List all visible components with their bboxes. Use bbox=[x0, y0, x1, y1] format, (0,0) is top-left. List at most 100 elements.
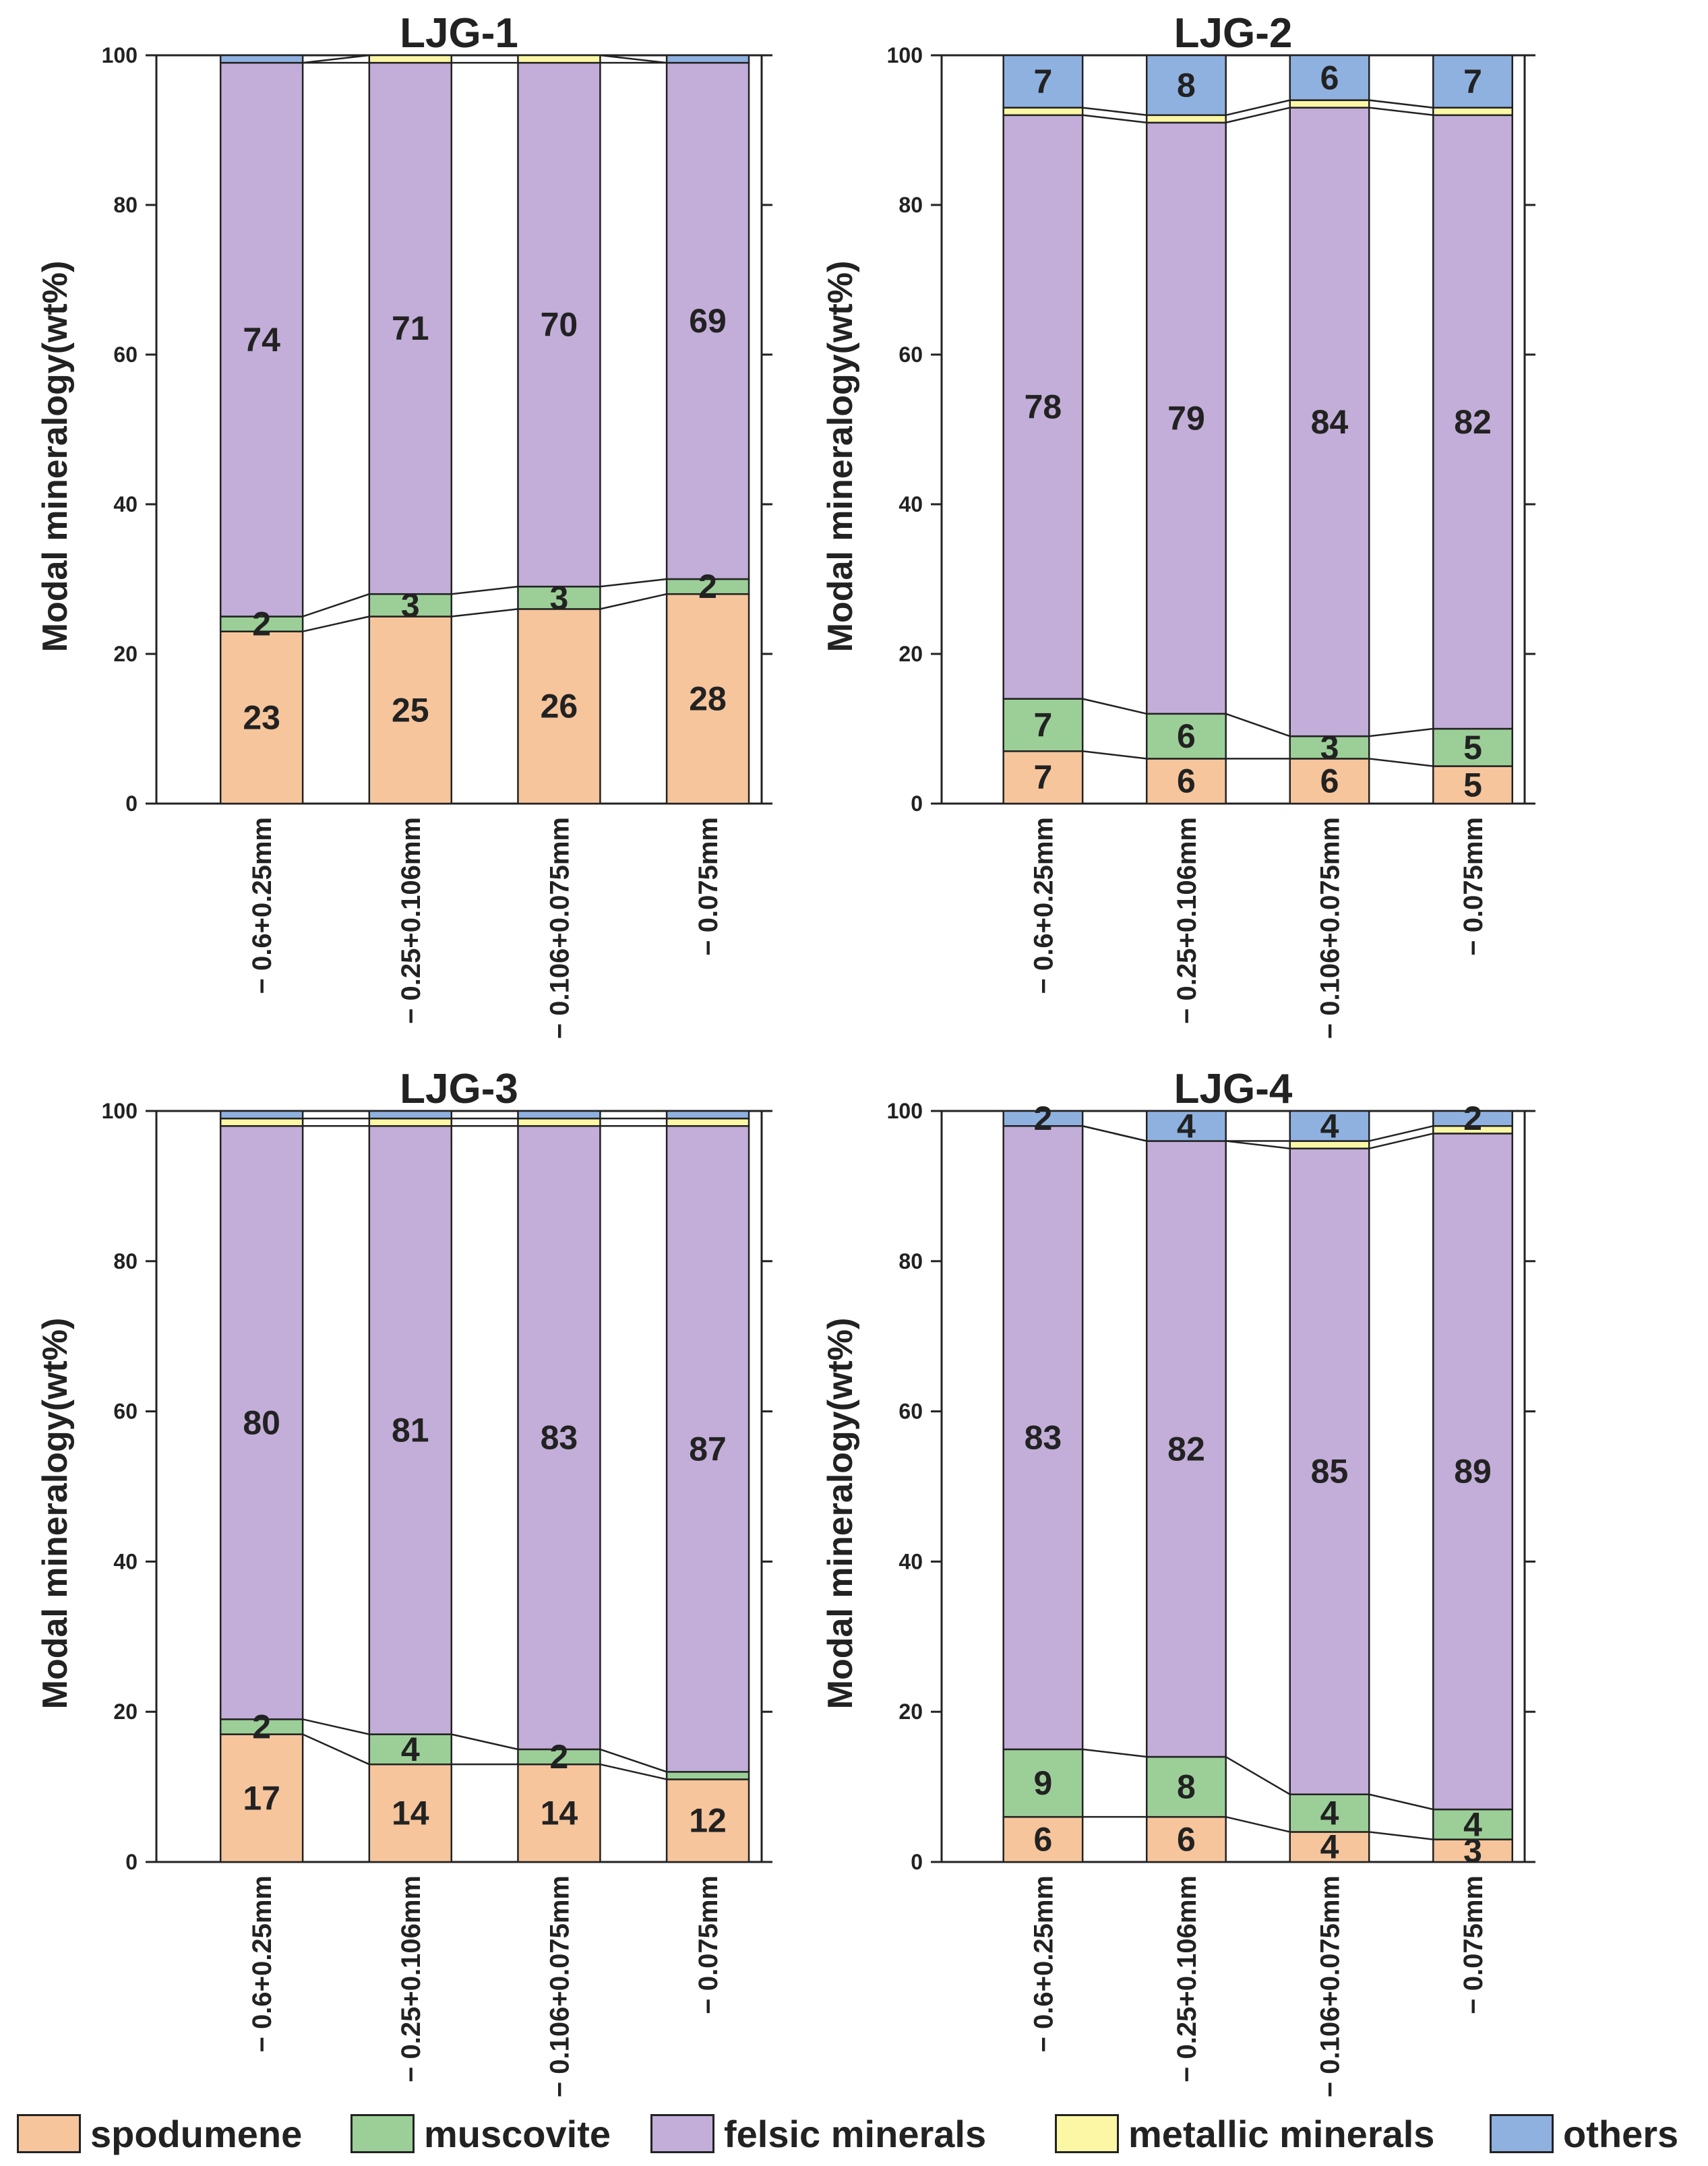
legend-item-spodumene: spodumene bbox=[17, 2110, 302, 2157]
data-label-felsic-minerals: 87 bbox=[689, 1430, 727, 1468]
bar-others-3 bbox=[665, 54, 750, 64]
connector-line bbox=[600, 1763, 667, 1780]
x-tick-label: − 0.075mm bbox=[694, 1875, 723, 2014]
data-label-others: 4 bbox=[1320, 1107, 1339, 1145]
connector-line bbox=[1225, 1815, 1291, 1833]
bar-muscovite-2 bbox=[1289, 735, 1370, 760]
bar-spodumene-3 bbox=[665, 593, 750, 805]
y-tick-label: 60 bbox=[113, 342, 138, 367]
data-label-others: 2 bbox=[1463, 1100, 1482, 1137]
data-label-muscovite: 4 bbox=[1463, 1805, 1482, 1843]
bar-felsic-minerals-0 bbox=[1002, 114, 1084, 700]
bar-others-0 bbox=[1002, 54, 1084, 109]
connector-line bbox=[1225, 99, 1291, 117]
bar-spodumene-2 bbox=[517, 1763, 601, 1863]
connector-line bbox=[1368, 1133, 1434, 1149]
legend-item-others: others bbox=[1490, 2110, 1678, 2157]
legend-swatch-spodumene bbox=[17, 2114, 81, 2153]
data-label-others: 7 bbox=[1034, 63, 1053, 100]
x-tick-label: − 0.6+0.25mm bbox=[247, 1875, 277, 2052]
bar-felsic-minerals-1 bbox=[368, 61, 453, 595]
data-label-spodumene: 28 bbox=[689, 680, 727, 718]
x-tick-label: − 0.6+0.25mm bbox=[1029, 1875, 1058, 2052]
data-label-muscovite: 3 bbox=[1320, 729, 1339, 766]
data-label-felsic-minerals: 82 bbox=[1167, 1430, 1205, 1468]
connector-line bbox=[1082, 114, 1147, 124]
connector-line bbox=[1369, 107, 1434, 117]
bar-spodumene-3 bbox=[665, 1778, 750, 1863]
chart-title: LJG-4 bbox=[1174, 1066, 1293, 1112]
connector-line bbox=[1082, 698, 1147, 715]
bar-spodumene-1 bbox=[368, 615, 453, 805]
bar-muscovite-1 bbox=[1145, 1755, 1227, 1818]
y-tick-label: 40 bbox=[898, 1549, 923, 1573]
connector-line bbox=[302, 1733, 370, 1766]
bar-felsic-minerals-0 bbox=[219, 61, 304, 618]
legend-label-felsic-minerals: felsic minerals bbox=[724, 2112, 987, 2155]
y-tick-label: 20 bbox=[113, 1699, 138, 1724]
connector-line bbox=[1369, 758, 1434, 767]
panel-ljg-4: LJG-4 0 20 40 60 80 100 Modal mineralogy(wt%) 6 6… bbox=[821, 1066, 1535, 2097]
data-label-muscovite: 9 bbox=[1034, 1764, 1053, 1802]
bar-felsic-minerals-3 bbox=[665, 1125, 750, 1773]
bar-muscovite-0 bbox=[1002, 698, 1084, 752]
y-tick-label: 0 bbox=[125, 1850, 138, 1874]
bar-spodumene-2 bbox=[1289, 758, 1370, 805]
data-label-felsic-minerals: 78 bbox=[1025, 388, 1062, 426]
data-label-others: 8 bbox=[1177, 66, 1196, 104]
x-tick-label: − 0.075mm bbox=[1459, 817, 1488, 956]
data-label-felsic-minerals: 70 bbox=[541, 306, 578, 344]
y-tick-label: 100 bbox=[887, 43, 923, 67]
bar-felsic-minerals-3 bbox=[1432, 1133, 1513, 1811]
connector-line bbox=[1369, 99, 1434, 109]
data-label-muscovite: 2 bbox=[252, 605, 271, 643]
y-axis-label: Modal mineralogy(wt%) bbox=[821, 261, 860, 653]
y-tick-label: 20 bbox=[113, 642, 138, 666]
x-tick-label: − 0.106+0.075mm bbox=[545, 817, 574, 1039]
x-tick-label: − 0.075mm bbox=[694, 817, 723, 956]
connector-line bbox=[600, 1748, 667, 1773]
bar-muscovite-1 bbox=[368, 1733, 453, 1766]
connector-line bbox=[1225, 1140, 1290, 1149]
bar-others-2 bbox=[1289, 1110, 1370, 1142]
data-label-muscovite: 3 bbox=[401, 586, 420, 624]
data-label-muscovite: 2 bbox=[698, 568, 717, 605]
y-tick-label: 0 bbox=[911, 791, 923, 816]
data-label-spodumene: 3 bbox=[1463, 1832, 1482, 1869]
connector-line bbox=[1082, 107, 1147, 117]
connector-line bbox=[1368, 1793, 1434, 1811]
data-label-muscovite: 8 bbox=[1177, 1768, 1196, 1806]
data-label-muscovite: 2 bbox=[550, 1738, 569, 1776]
plot-frame bbox=[940, 54, 1526, 805]
chart-title: LJG-2 bbox=[1174, 10, 1293, 57]
data-label-spodumene: 14 bbox=[392, 1795, 429, 1832]
y-tick-label: 100 bbox=[102, 43, 138, 67]
legend-label-spodumene: spodumene bbox=[90, 2112, 303, 2155]
connector-line bbox=[1369, 1831, 1434, 1840]
data-label-spodumene: 23 bbox=[243, 698, 280, 736]
panel-ljg-2: LJG-2 0 20 40 60 80 100 Modal mineralogy(wt%) 7 6… bbox=[821, 10, 1535, 1039]
bar-others-3 bbox=[1432, 54, 1513, 109]
connector-line bbox=[1082, 1748, 1147, 1758]
data-label-others: 7 bbox=[1463, 63, 1482, 100]
bar-others-2 bbox=[1289, 54, 1370, 101]
y-tick-label: 20 bbox=[898, 642, 923, 666]
bar-others-0 bbox=[219, 54, 304, 64]
data-label-others: 6 bbox=[1320, 59, 1339, 96]
y-tick-label: 80 bbox=[898, 1249, 923, 1273]
data-label-muscovite: 6 bbox=[1177, 717, 1196, 755]
legend-item-muscovite: muscovite bbox=[350, 2110, 611, 2157]
x-tick-label: − 0.075mm bbox=[1459, 1875, 1488, 2014]
legend-swatch-muscovite bbox=[350, 2114, 415, 2153]
data-label-spodumene: 6 bbox=[1177, 1821, 1196, 1859]
y-tick-label: 40 bbox=[113, 492, 138, 516]
bar-muscovite-3 bbox=[1432, 727, 1513, 767]
data-label-felsic-minerals: 80 bbox=[243, 1404, 280, 1441]
data-label-others: 2 bbox=[1034, 1100, 1053, 1137]
bar-spodumene-1 bbox=[1145, 758, 1227, 805]
x-tick-label: − 0.25+0.106mm bbox=[396, 1875, 426, 2082]
connector-line bbox=[1225, 1755, 1291, 1795]
legend-label-others: others bbox=[1563, 2112, 1679, 2155]
